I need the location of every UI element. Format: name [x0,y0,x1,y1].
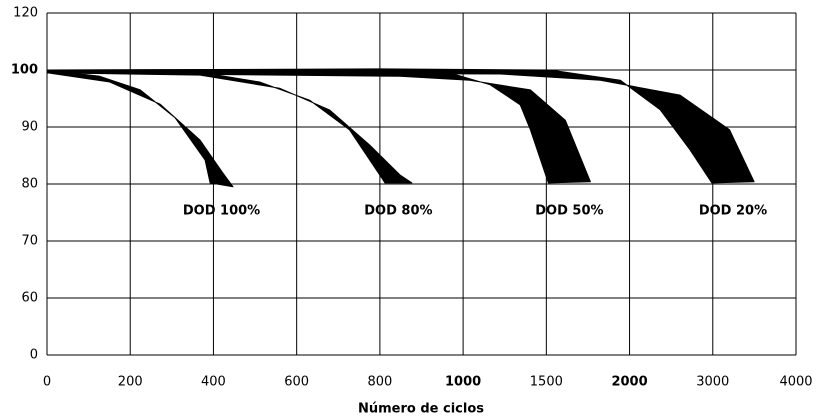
y-tick-label: 120 [13,6,38,21]
x-tick-label: 2000 [611,375,647,390]
capacity-band [46,69,234,188]
band-label: DOD 50% [535,204,603,219]
band-label: DOD 100% [183,204,260,219]
x-tick-label: 1000 [445,375,481,390]
x-axis-title: Número de ciclos [358,402,484,417]
x-tick-label: 800 [367,375,392,390]
x-tick-label: 4000 [779,375,812,390]
y-tick-label: 0 [30,348,38,363]
x-tick-label: 0 [43,375,51,390]
capacity-band [46,68,591,184]
capacity-band [46,68,755,184]
x-tick-label: 200 [118,375,143,390]
capacity-band [46,69,413,184]
y-tick-label: 80 [21,177,38,192]
y-tick-label: 90 [21,120,38,135]
y-tick-label: 100 [11,63,38,78]
x-tick-label: 1500 [530,375,563,390]
x-tick-label: 600 [284,375,309,390]
x-tick-label: 3000 [696,375,729,390]
band-label: DOD 20% [699,204,767,219]
y-tick-label: 60 [21,291,38,306]
band-label: DOD 80% [364,204,432,219]
x-tick-label: 400 [201,375,226,390]
y-tick-label: 70 [21,234,38,249]
